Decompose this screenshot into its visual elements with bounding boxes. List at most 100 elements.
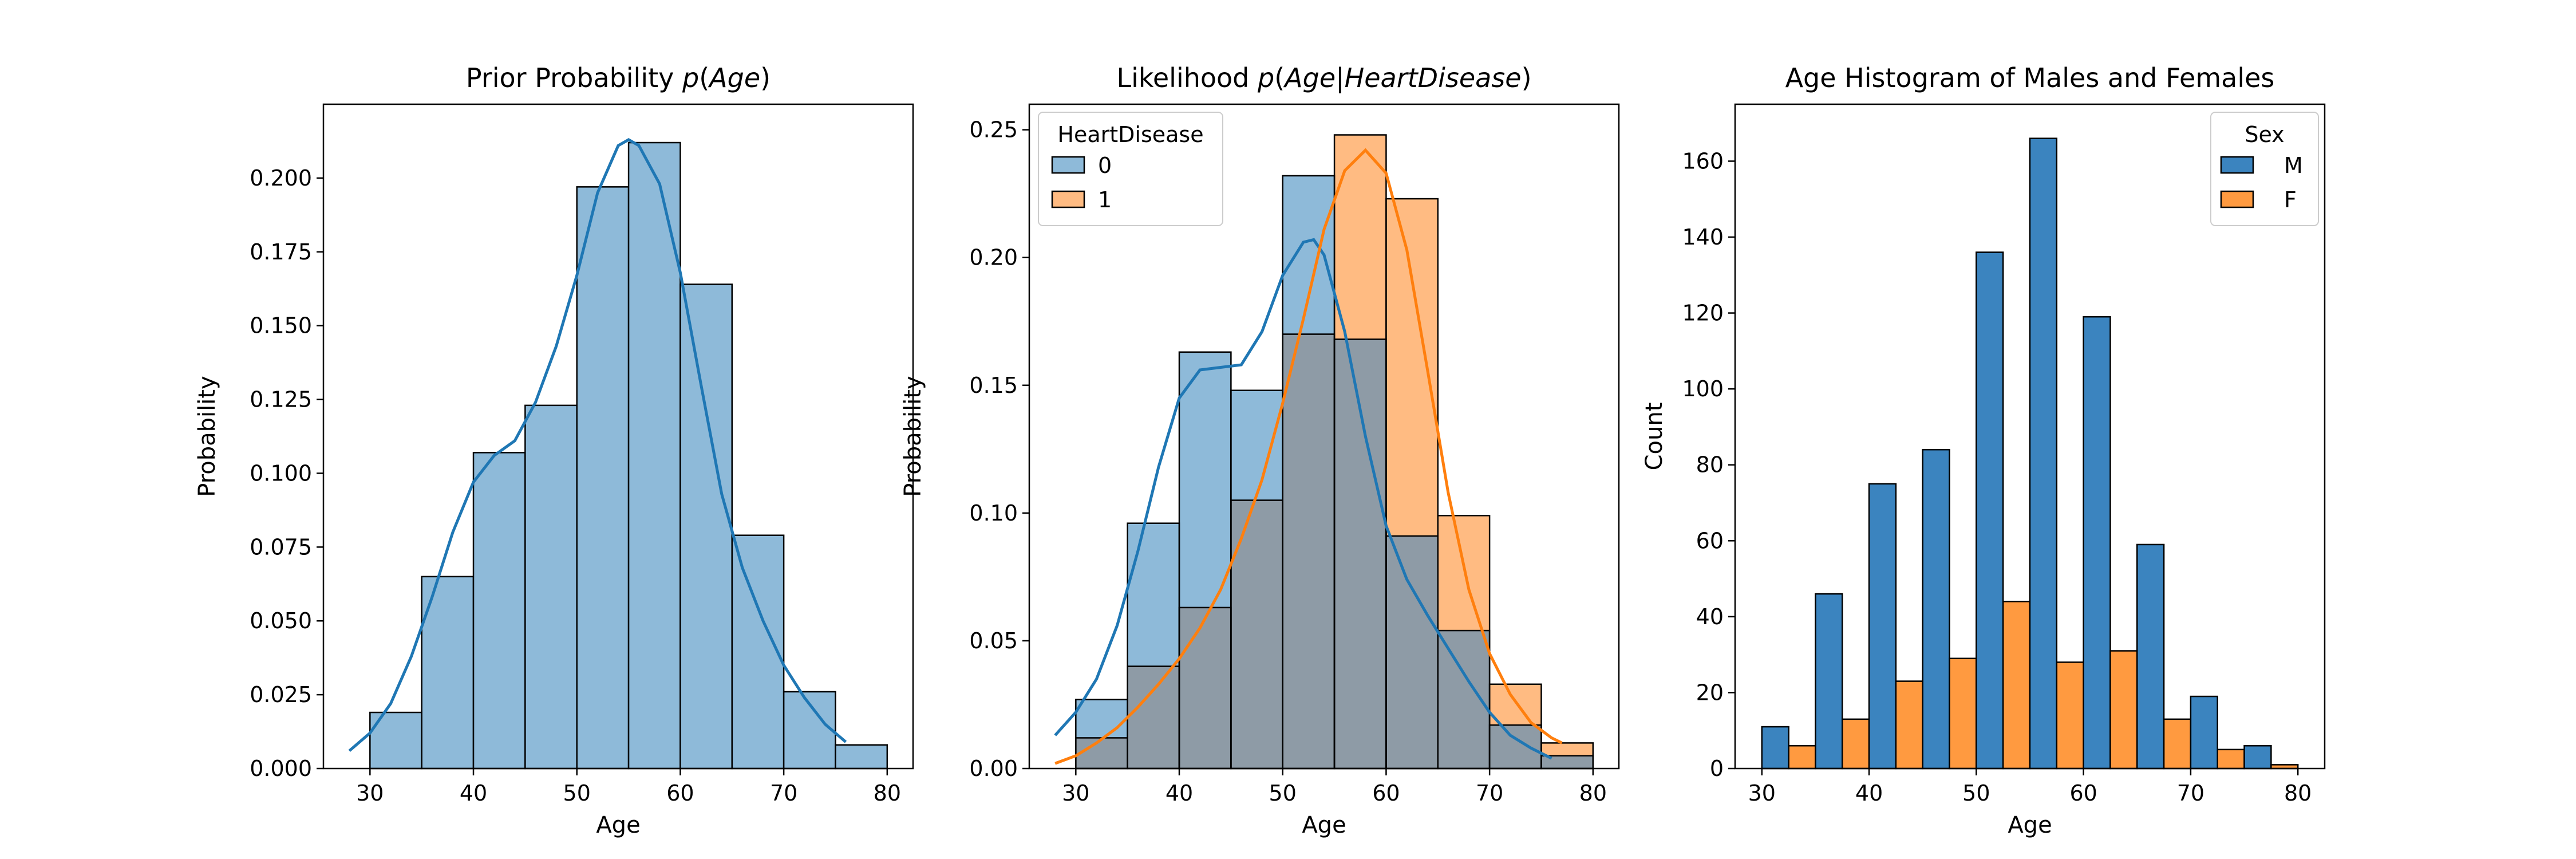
- x-tick-label: 30: [356, 781, 384, 806]
- y-tick-label: 0.050: [250, 608, 312, 633]
- histogram-bar-top: [1541, 743, 1593, 756]
- legend: Sex M F: [2210, 112, 2319, 226]
- histogram-bar: [731, 534, 785, 770]
- kde-line-0: [1054, 238, 1552, 760]
- histogram-bar-F: [2109, 650, 2138, 770]
- legend-label-f: F: [2284, 187, 2297, 212]
- x-tick-label: 30: [1748, 781, 1776, 806]
- x-tick-label: 80: [1579, 781, 1607, 806]
- histogram-bar: [627, 141, 681, 770]
- legend: HeartDisease 0 1: [1038, 112, 1223, 226]
- y-tick-label: 0.025: [250, 682, 312, 707]
- histogram-bar: [835, 744, 888, 770]
- y-tick-label: 140: [1682, 224, 1724, 250]
- y-tick-label: 100: [1682, 376, 1724, 401]
- plot-area: 30 40 50 60 70 80 0.000 0.025 0.050 0.075 0.100 0.1…: [250, 103, 914, 806]
- legend-label-m: M: [2284, 153, 2303, 178]
- x-tick-label: 60: [1372, 781, 1400, 806]
- legend-title: HeartDisease: [1057, 122, 1203, 147]
- histogram-bar-F: [1895, 680, 1923, 770]
- y-tick-label: 0.125: [250, 387, 312, 412]
- histogram-bar-top: [1127, 523, 1180, 667]
- y-tick-label: 60: [1696, 528, 1724, 553]
- x-axis-label: Age: [596, 812, 640, 838]
- legend-swatch-m: [2220, 156, 2254, 174]
- histogram-bar-overlap: [1127, 666, 1180, 769]
- histogram-bar-top: [1076, 699, 1128, 738]
- y-tick-label: 20: [1696, 680, 1724, 705]
- x-tick-label: 30: [1062, 781, 1089, 806]
- plot-area: 30 40 50 60 70 80 0 20 40 60 80 100 120 140 160: [1682, 103, 2326, 806]
- histogram-bar-M: [1922, 448, 1950, 770]
- x-tick-label: 70: [770, 781, 797, 806]
- x-tick-label: 70: [2177, 781, 2204, 806]
- histogram-bar-top: [1231, 390, 1283, 501]
- histogram-bar-top: [1386, 199, 1438, 537]
- y-tick-label: 0.05: [969, 628, 1018, 653]
- y-tick-label: 0: [1710, 756, 1724, 781]
- y-tick-label: 0.175: [250, 239, 312, 265]
- histogram-bar-M: [1761, 726, 1789, 770]
- x-tick-label: 60: [2069, 781, 2097, 806]
- histogram-bar-top: [1282, 175, 1335, 334]
- histogram-bar-F: [1842, 718, 1870, 770]
- histogram-bar-overlap: [1541, 755, 1593, 769]
- y-tick-label: 0.075: [250, 534, 312, 559]
- y-tick-label: 0.00: [969, 756, 1018, 781]
- histogram-bar-top: [1437, 515, 1490, 631]
- histogram-bar-F: [2217, 748, 2245, 770]
- y-axis-label: Probability: [194, 376, 220, 497]
- y-tick-label: 120: [1682, 301, 1724, 326]
- likelihood-chart: 30 40 50 60 70 80 0.00 0.05 0.10 0.15 0.20 0.25 Lik…: [900, 62, 1620, 838]
- y-tick-label: 0.000: [250, 756, 312, 781]
- chart-title: Likelihood p(Age|HeartDisease): [1116, 62, 1531, 94]
- histogram-bar-top: [1334, 135, 1386, 340]
- histogram-bar-F: [1788, 744, 1816, 770]
- histogram-bar-M: [2190, 695, 2218, 770]
- x-tick-label: 50: [1962, 781, 1990, 806]
- plot-area: 30 40 50 60 70 80 0.00 0.05 0.10 0.15 0.20 0.25: [969, 103, 1620, 806]
- y-tick-label: 0.100: [250, 460, 312, 486]
- histogram-bar: [421, 576, 475, 770]
- x-tick-label: 50: [1269, 781, 1297, 806]
- histogram-bar: [576, 186, 630, 770]
- sex-histogram-chart: 30 40 50 60 70 80 0 20 40 60 80 100 120 140 160 Age Hi…: [1641, 62, 2326, 838]
- legend-title: Sex: [2245, 122, 2284, 147]
- y-tick-label: 0.10: [969, 501, 1018, 526]
- chart-title: Prior Probability p(Age): [466, 62, 771, 93]
- y-tick-label: 80: [1696, 452, 1724, 478]
- chart-title: Age Histogram of Males and Females: [1785, 62, 2275, 93]
- x-tick-label: 70: [1476, 781, 1503, 806]
- kde-line: [348, 138, 847, 752]
- histogram-bar-overlap: [1386, 536, 1438, 769]
- histogram-bar-F: [2163, 718, 2192, 770]
- x-tick-label: 80: [874, 781, 901, 806]
- histogram-bar-overlap: [1490, 725, 1542, 769]
- histogram-bar-M: [1976, 251, 2004, 770]
- histogram-bar-M: [2029, 137, 2058, 770]
- y-tick-label: 160: [1682, 148, 1724, 174]
- histogram-bar-overlap: [1076, 738, 1128, 769]
- histogram-bar-M: [2136, 543, 2165, 770]
- histogram-bar-M: [2083, 316, 2111, 770]
- histogram-bar: [679, 283, 733, 770]
- y-tick-label: 0.20: [969, 245, 1018, 270]
- axes-frame: [1734, 103, 2326, 770]
- histogram-bar-overlap: [1282, 334, 1335, 769]
- histogram-bar-overlap: [1231, 500, 1283, 769]
- histogram-bar: [472, 452, 526, 770]
- axes-frame: [322, 103, 914, 770]
- histogram-bar-F: [2056, 661, 2084, 770]
- histogram-bar: [524, 404, 578, 770]
- y-tick-label: 0.200: [250, 166, 312, 191]
- x-tick-label: 80: [2284, 781, 2312, 806]
- histogram-bar-F: [2002, 601, 2031, 770]
- y-tick-label: 0.150: [250, 313, 312, 338]
- histogram-bar-F: [1949, 657, 1977, 770]
- prior-probability-chart: 30 40 50 60 70 80 0.000 0.025 0.050 0.075 0.100 0.1…: [194, 62, 914, 838]
- histogram-bar-top: [1490, 684, 1542, 726]
- legend-swatch-f: [2220, 190, 2254, 208]
- x-tick-label: 50: [563, 781, 591, 806]
- axes-frame: [1028, 103, 1620, 770]
